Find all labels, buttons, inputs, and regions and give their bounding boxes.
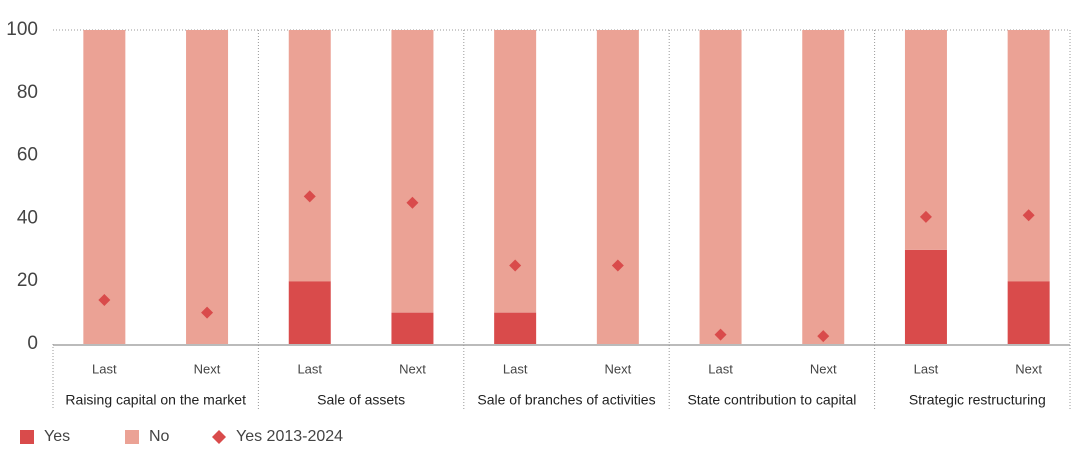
diamond-marker: [303, 190, 316, 203]
x-tick-label: Last: [92, 361, 117, 376]
bar-segment: [494, 312, 537, 344]
legend-label: No: [149, 428, 170, 445]
diamond-marker: [98, 294, 111, 307]
y-tick-label: 40: [17, 207, 38, 228]
x-tick-label: Next: [1015, 361, 1042, 376]
bar-segment: [288, 281, 331, 344]
bar-segment: [1007, 281, 1050, 344]
diamond-marker: [919, 210, 932, 223]
diamond-marker: [817, 330, 830, 343]
y-tick-label: 80: [17, 82, 38, 103]
x-tick-label: Next: [604, 361, 631, 376]
bar-segment: [802, 30, 845, 344]
x-tick-label: Last: [503, 361, 528, 376]
x-tick-label: Last: [914, 361, 939, 376]
x-tick-label: Last: [297, 361, 322, 376]
diamond-marker: [611, 259, 624, 272]
bar-segment: [391, 30, 434, 313]
y-tick-label: 20: [17, 270, 38, 291]
bar-segment: [699, 30, 742, 344]
bar-segment: [904, 249, 947, 344]
y-tick-label: 100: [6, 19, 38, 40]
bar-segment: [391, 312, 434, 344]
group-label: Sale of branches of activities: [477, 392, 655, 408]
group-label: Raising capital on the market: [65, 392, 246, 408]
bar-segment: [83, 30, 126, 344]
diamond-marker: [714, 328, 727, 341]
x-tick-label: Last: [708, 361, 733, 376]
diamond-marker: [509, 259, 522, 272]
group-label: Strategic restructuring: [909, 392, 1046, 408]
legend-swatch: [212, 430, 226, 444]
legend-swatch: [20, 430, 34, 444]
diamond-marker: [1022, 209, 1035, 222]
x-tick-label: Next: [399, 361, 426, 376]
diamond-marker: [406, 196, 419, 209]
bar-segment: [288, 30, 331, 282]
x-tick-label: Next: [194, 361, 221, 376]
legend-swatch: [125, 430, 139, 444]
y-tick-label: 0: [27, 333, 38, 354]
bar-segment: [186, 30, 229, 344]
legend-label: Yes: [44, 428, 70, 445]
bar-segment: [1007, 30, 1050, 282]
y-tick-label: 60: [17, 145, 38, 166]
legend-label: Yes 2013-2024: [236, 428, 343, 445]
group-label: Sale of assets: [317, 392, 405, 408]
group-label: State contribution to capital: [687, 392, 856, 408]
bar-segment: [596, 30, 639, 344]
x-tick-label: Next: [810, 361, 837, 376]
diamond-marker: [201, 306, 214, 319]
